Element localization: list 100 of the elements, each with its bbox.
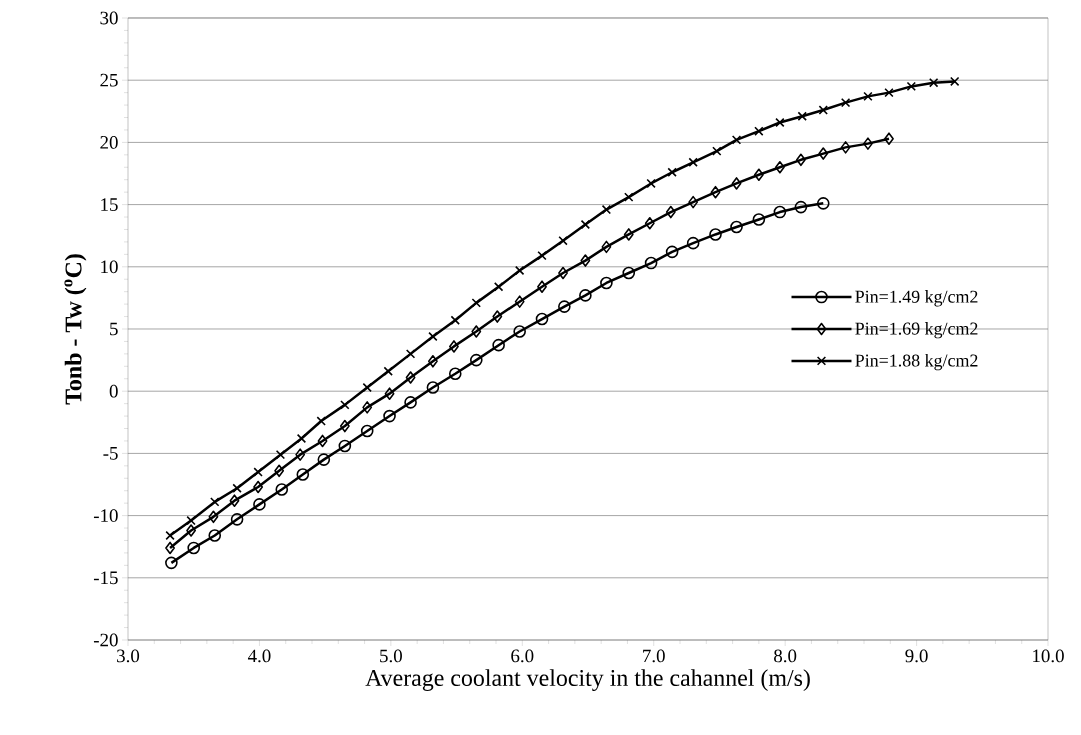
point [712,146,722,156]
point [513,325,526,338]
point [362,401,373,414]
point [840,97,851,108]
point [253,467,263,477]
point [405,349,416,359]
point [665,205,676,219]
legend-label: Pin=1.69 kg/cm2 [855,322,978,339]
y-tick-label: 10 [101,260,118,274]
point [514,295,525,308]
y-tick-label: 0 [109,384,118,398]
point [601,240,612,254]
y-tick-label: 30 [100,11,118,25]
point [384,387,395,400]
point [818,147,829,160]
point [754,126,764,136]
point [296,468,310,481]
point [340,400,350,410]
y-tick-label: 20 [100,136,118,149]
point [471,325,482,338]
point [775,117,785,128]
legend-label: Pin=1.88 kg/cm2 [855,353,978,371]
point [427,355,438,368]
point [730,220,743,234]
x-axis-title: Average coolant velocity in the cahannel (m/s) [365,669,810,691]
point [644,256,658,270]
point [622,266,636,280]
point [493,282,504,292]
point [600,276,613,290]
point [667,167,677,177]
point [752,213,766,226]
point [208,510,219,524]
point [428,331,438,342]
point [665,245,679,259]
point [404,396,417,409]
point [884,132,894,145]
point [753,168,764,182]
x-tick-label: 3.0 [117,649,140,663]
point [644,216,655,230]
point [253,498,266,511]
point [558,266,568,280]
point [623,228,634,241]
point [405,371,416,384]
point [580,219,591,230]
point [338,439,352,453]
legend-label: Pin=1.49 kg/cm2 [855,290,978,307]
point [339,419,350,433]
point [884,87,894,98]
point [165,556,178,570]
point [208,529,222,542]
y-tick-label: 15 [101,198,118,211]
point [426,381,440,394]
point [186,515,196,526]
point [360,424,374,438]
point [317,453,331,466]
y-axis-title: Tonb - Tw ($^{o}$C) [64,254,87,405]
x-tick-label: 9.0 [905,649,928,663]
point [448,367,462,381]
point [450,315,460,325]
point [383,409,396,423]
point [710,185,721,199]
point [906,81,917,92]
point [537,280,547,293]
point [950,76,960,87]
point [863,91,873,102]
point [796,153,806,167]
y-tick-label: 25 [100,73,118,87]
x-tick-label: 7.0 [643,649,665,663]
point [187,541,201,555]
y-tick-label: 5 [110,322,118,336]
point [818,105,828,115]
point [579,289,592,302]
point [624,192,634,202]
point [688,157,698,167]
x-tick-label: 5.0 [380,649,402,663]
point [274,464,285,478]
point [275,483,289,496]
point [688,195,699,209]
point [253,480,264,494]
point [165,530,175,541]
point [731,135,742,145]
point [731,177,742,190]
y-tick-label: -5 [103,447,118,460]
point [646,178,656,189]
point [210,497,220,507]
point [773,205,787,219]
point [840,141,851,154]
point [863,137,873,150]
x-tick-label: 4.0 [247,649,271,663]
point [558,235,568,246]
point [449,340,459,353]
point [709,228,722,241]
x-tick-label: 8.0 [774,649,797,663]
point [317,434,328,448]
point [230,513,244,526]
point [537,250,547,261]
x-tick-label: 10.0 [1033,649,1064,663]
point [492,310,503,323]
point [165,541,175,555]
y-tick-label: -20 [93,633,118,647]
